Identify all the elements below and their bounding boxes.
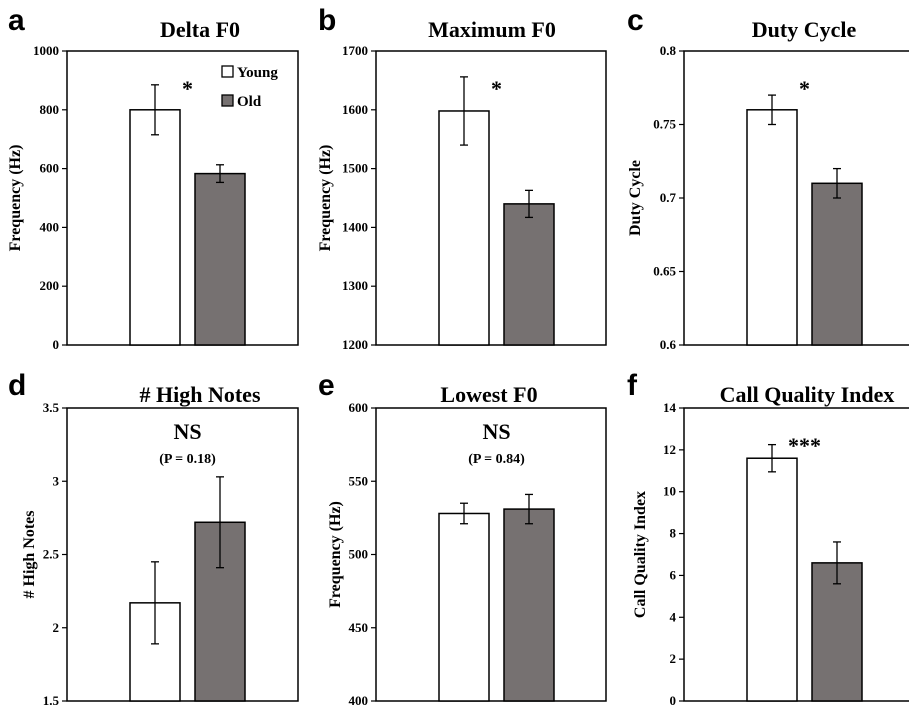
legend-label-old: Old bbox=[237, 94, 262, 110]
y-tick-label: 1000 bbox=[33, 43, 59, 58]
significance-label: * bbox=[491, 76, 502, 101]
y-tick-label: 1700 bbox=[342, 43, 368, 58]
panel-title: # High Notes bbox=[140, 382, 261, 407]
bar-young bbox=[129, 109, 181, 346]
bar-old bbox=[194, 172, 246, 346]
panel-letter: d bbox=[8, 369, 26, 402]
y-tick-label: 14 bbox=[663, 400, 677, 415]
plot-frame bbox=[66, 50, 299, 346]
panel-letter: b bbox=[318, 4, 336, 37]
y-tick-label: 200 bbox=[40, 278, 60, 293]
bar-young bbox=[438, 512, 490, 702]
y-axis-label: # High Notes bbox=[21, 511, 38, 599]
y-tick-label: 550 bbox=[349, 473, 369, 488]
legend-label-young: Young bbox=[237, 65, 278, 81]
panel-title: Maximum F0 bbox=[428, 17, 556, 42]
y-tick-label: 6 bbox=[670, 567, 677, 582]
y-tick-label: 0.7 bbox=[660, 190, 677, 205]
panel-letter: f bbox=[627, 369, 638, 402]
y-tick-label: 0.75 bbox=[653, 117, 676, 132]
y-tick-label: 1400 bbox=[342, 219, 368, 234]
y-tick-label: 0 bbox=[53, 337, 60, 352]
plot-frame bbox=[375, 50, 607, 346]
significance-label: *** bbox=[788, 433, 821, 458]
y-tick-label: 1500 bbox=[342, 161, 368, 176]
y-tick-label: 3 bbox=[53, 473, 60, 488]
y-tick-label: 400 bbox=[40, 219, 60, 234]
y-tick-label: 450 bbox=[349, 620, 369, 635]
y-tick-label: 500 bbox=[349, 547, 369, 562]
y-tick-label: 1200 bbox=[342, 337, 368, 352]
panel-letter: a bbox=[8, 4, 25, 37]
y-tick-label: 8 bbox=[670, 526, 677, 541]
bar-young bbox=[746, 457, 798, 702]
panel-title: Lowest F0 bbox=[440, 382, 537, 407]
y-tick-label: 2 bbox=[53, 620, 60, 635]
bar-old bbox=[811, 182, 863, 346]
y-axis-label: Call Quality Index bbox=[632, 491, 649, 618]
y-tick-label: 10 bbox=[663, 484, 676, 499]
significance-label: * bbox=[182, 76, 193, 101]
y-axis-label: Frequency (Hz) bbox=[7, 145, 24, 252]
legend-swatch-young bbox=[221, 65, 234, 78]
panel-title: Duty Cycle bbox=[752, 17, 857, 42]
legend-swatch-old bbox=[221, 94, 234, 107]
y-tick-label: 12 bbox=[663, 442, 676, 457]
panel-letter: e bbox=[318, 369, 335, 402]
bar-old bbox=[503, 508, 555, 702]
significance-label: * bbox=[799, 76, 810, 101]
y-tick-label: 2 bbox=[670, 651, 677, 666]
y-tick-label: 600 bbox=[349, 400, 369, 415]
y-tick-label: 4 bbox=[670, 609, 677, 624]
panel-title: Delta F0 bbox=[160, 17, 240, 42]
y-axis-label: Frequency (Hz) bbox=[327, 501, 344, 608]
p-value-label: (P = 0.84) bbox=[468, 452, 525, 467]
bar-old bbox=[811, 562, 863, 702]
y-tick-label: 600 bbox=[40, 161, 60, 176]
y-tick-label: 0.8 bbox=[660, 43, 677, 58]
panel-letter: c bbox=[627, 4, 644, 37]
y-tick-label: 1300 bbox=[342, 278, 368, 293]
p-value-label: (P = 0.18) bbox=[159, 452, 216, 467]
panel-title: Call Quality Index bbox=[720, 382, 895, 407]
y-axis-label: Frequency (Hz) bbox=[317, 145, 334, 252]
bar-young bbox=[438, 110, 490, 346]
y-tick-label: 0.65 bbox=[653, 264, 676, 279]
y-tick-label: 0.6 bbox=[660, 337, 677, 352]
y-tick-label: 3.5 bbox=[43, 400, 60, 415]
significance-label: NS bbox=[482, 419, 510, 444]
y-tick-label: 800 bbox=[40, 102, 60, 117]
bar-young bbox=[746, 109, 798, 346]
y-tick-label: 0 bbox=[670, 693, 677, 707]
y-tick-label: 2.5 bbox=[43, 547, 60, 562]
bar-old bbox=[503, 203, 555, 346]
significance-label: NS bbox=[173, 419, 201, 444]
y-tick-label: 1600 bbox=[342, 102, 368, 117]
plot-frame bbox=[683, 407, 909, 702]
y-axis-label: Duty Cycle bbox=[627, 160, 644, 236]
y-tick-label: 1.5 bbox=[43, 693, 60, 707]
y-tick-label: 400 bbox=[349, 693, 369, 707]
